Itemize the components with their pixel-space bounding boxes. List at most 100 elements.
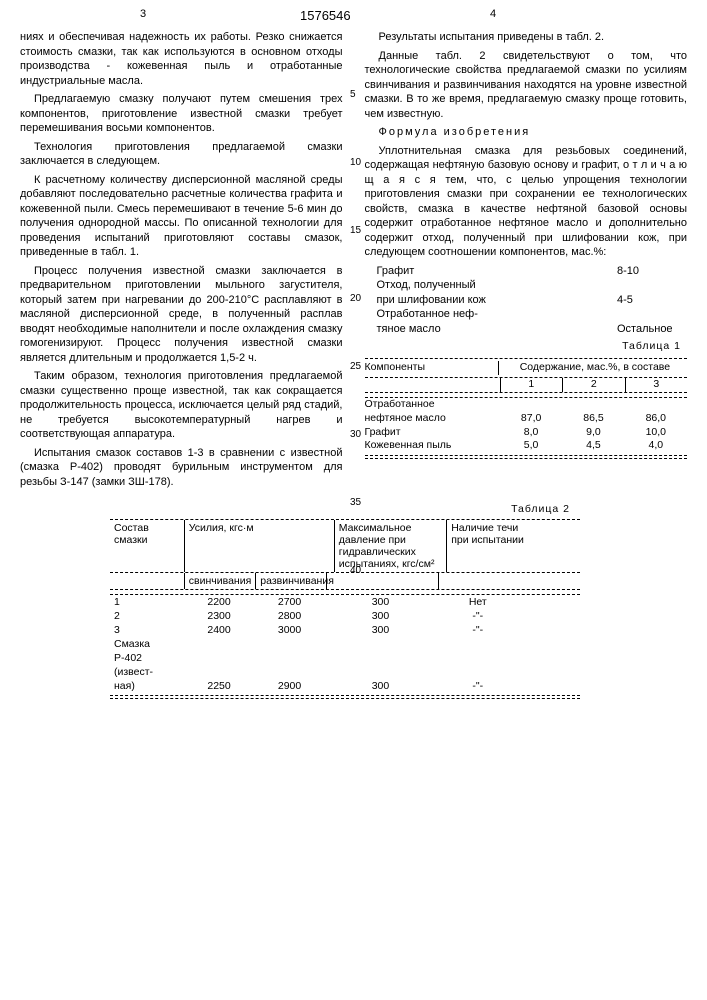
cell <box>184 637 255 651</box>
cell: -"- <box>436 609 519 623</box>
cell: 2 <box>110 609 184 623</box>
component-row: Отработанное неф- <box>377 307 688 322</box>
component-label: Отработанное неф- <box>377 307 618 322</box>
cell: 300 <box>325 679 436 693</box>
cell <box>436 651 519 665</box>
component-row: Графит8-10 <box>377 264 688 279</box>
document-number: 1576546 <box>300 8 351 23</box>
line-number: 5 <box>350 90 356 100</box>
table-row: нефтяное масло87,086,586,0 <box>365 412 688 426</box>
cell: 5,0 <box>500 439 562 453</box>
table-row: Р-402 <box>110 651 580 665</box>
paragraph: Предлагаемую смазку получают путем смеше… <box>20 92 343 136</box>
subheader-cell: 3 <box>625 378 687 392</box>
table-row: Отработанное <box>365 398 688 412</box>
cell: 10,0 <box>625 426 687 440</box>
paragraph: Уплотнительная смазка для резьбовых соед… <box>365 144 688 260</box>
component-label: Отход, полученный <box>377 278 618 293</box>
table-title: Таблица 2 <box>110 503 580 515</box>
cell: 4,5 <box>562 439 624 453</box>
header-cell: Содержание, мас.%, в составе <box>498 361 687 375</box>
cell: 2200 <box>184 595 255 609</box>
cell: Кожевенная пыль <box>365 439 500 453</box>
table-2: Таблица 2 Состав смазки Усилия, кгс·м Ма… <box>110 503 580 699</box>
cell: 1 <box>110 595 184 609</box>
cell: Графит <box>365 426 500 440</box>
table-row: (извест- <box>110 665 580 679</box>
cell: 86,0 <box>625 412 687 426</box>
cell <box>184 651 255 665</box>
table-1: Таблица 1 Компоненты Содержание, мас.%, … <box>365 340 688 459</box>
subheader-cell: 1 <box>501 378 562 392</box>
cell <box>325 637 436 651</box>
table-header: Компоненты Содержание, мас.%, в составе <box>365 358 688 378</box>
cell: 9,0 <box>562 426 624 440</box>
header-cell: Компоненты <box>365 361 498 375</box>
cell <box>254 637 325 651</box>
component-value <box>617 307 687 322</box>
line-number: 20 <box>350 294 361 304</box>
cell: 4,0 <box>625 439 687 453</box>
cell <box>254 651 325 665</box>
line-number: 25 <box>350 362 361 372</box>
cell: Нет <box>436 595 519 609</box>
cell: Отработанное <box>365 398 500 412</box>
subheader-cell: 2 <box>562 378 624 392</box>
table-row: Смазка <box>110 637 580 651</box>
cell <box>184 665 255 679</box>
component-label: тяное масло <box>377 322 618 337</box>
left-column: ниях и обеспечивая надежность их работы.… <box>20 30 343 493</box>
formula-title: Формула изобретения <box>365 125 688 140</box>
table-row: Кожевенная пыль5,04,54,0 <box>365 439 688 453</box>
cell: ная) <box>110 679 184 693</box>
paragraph: К расчетному количеству дисперсионной ма… <box>20 173 343 260</box>
table-subheader: свинчивания развинчивания <box>110 573 580 590</box>
table-header: Состав смазки Усилия, кгс·м Максимальное… <box>110 519 580 573</box>
paragraph: Результаты испытания приведены в табл. 2… <box>365 30 688 45</box>
component-value: 8-10 <box>617 264 687 279</box>
component-value: Остальное <box>617 322 687 337</box>
component-label: при шлифовании кож <box>377 293 618 308</box>
page-header: 3 1576546 4 <box>20 8 687 30</box>
paragraph: Технология приготовления предлагаемой см… <box>20 140 343 169</box>
cell: 2300 <box>184 609 255 623</box>
cell: нефтяное масло <box>365 412 500 426</box>
cell: 3000 <box>254 623 325 637</box>
line-number: 30 <box>350 430 361 440</box>
component-list: Графит8-10 Отход, полученный при шлифова… <box>377 264 688 337</box>
table-row: ная)22502900300-"- <box>110 679 580 693</box>
paragraph: Таким образом, технология приготовления … <box>20 369 343 442</box>
header-cell: Усилия, кгс·м <box>184 520 334 572</box>
cell: -"- <box>436 623 519 637</box>
cell: Смазка <box>110 637 184 651</box>
paragraph: Данные табл. 2 свидетельствуют о том, чт… <box>365 49 688 122</box>
component-row: тяное маслоОстальное <box>377 322 688 337</box>
table-subheader: 1 2 3 <box>365 378 688 393</box>
cell <box>325 651 436 665</box>
cell: 2400 <box>184 623 255 637</box>
header-cell: Наличие течи при испытании <box>446 520 530 572</box>
component-value <box>617 278 687 293</box>
component-value: 4-5 <box>617 293 687 308</box>
cell: 2800 <box>254 609 325 623</box>
paragraph: ниях и обеспечивая надежность их работы.… <box>20 30 343 88</box>
table-row: 223002800300-"- <box>110 609 580 623</box>
component-label: Графит <box>377 264 618 279</box>
table-body: 122002700300Нет223002800300-"-3240030003… <box>110 595 580 693</box>
cell: 2250 <box>184 679 255 693</box>
table-title: Таблица 1 <box>365 340 688 354</box>
cell <box>254 665 325 679</box>
cell <box>436 665 519 679</box>
page-number-left: 3 <box>140 8 146 20</box>
paragraph: Процесс получения известной смазки заклю… <box>20 264 343 366</box>
subheader-cell: свинчивания <box>185 573 255 589</box>
component-row: Отход, полученный <box>377 278 688 293</box>
cell <box>325 665 436 679</box>
table-row: 122002700300Нет <box>110 595 580 609</box>
page-number-right: 4 <box>490 8 496 20</box>
paragraph: Испытания смазок составов 1-3 в сравнени… <box>20 446 343 490</box>
cell: 300 <box>325 595 436 609</box>
cell: 86,5 <box>562 412 624 426</box>
component-row: при шлифовании кож4-5 <box>377 293 688 308</box>
line-number: 40 <box>350 566 361 576</box>
